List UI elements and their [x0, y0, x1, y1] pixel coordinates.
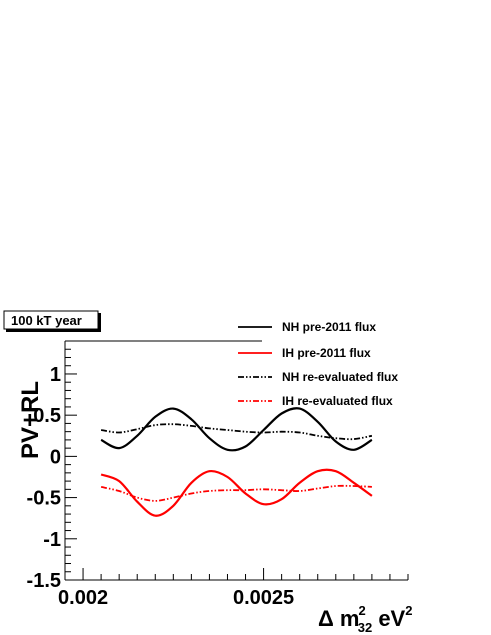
y-tick-label: 1	[50, 364, 61, 386]
series-ih-pre-2011	[100, 468, 373, 517]
exposure-badge-text: 100 kT year	[11, 313, 82, 328]
series-layer	[100, 407, 373, 517]
x-tick-label: 0.0025	[233, 587, 294, 609]
legend-label-ih-re: IH re-evaluated flux	[282, 394, 393, 408]
x-axis-title-sup2: 2	[405, 603, 412, 618]
y-tick-label: -1	[43, 529, 61, 551]
series-ih-re-evaluated	[100, 484, 372, 502]
legend: NH pre-2011 flux IH pre-2011 flux NH re-…	[238, 320, 398, 408]
axes: 1 0.5 0 -0.5 -1 -1.50.002 0.0025	[27, 340, 409, 609]
legend-label-nh-pre: NH pre-2011 flux	[282, 320, 376, 334]
x-axis-title-prefix: Δ m	[318, 606, 360, 631]
x-axis-title-sub: 32	[358, 620, 372, 635]
x-axis-title: Δ m2 32 eV2	[318, 603, 412, 635]
y-tick-label: -0.5	[27, 488, 61, 510]
exposure-badge: 100 kT year	[3, 310, 101, 332]
y-tick-label: 0	[50, 446, 61, 468]
x-tick-label: 0.002	[58, 587, 108, 609]
series-nh-re-evaluated	[100, 423, 373, 441]
exposure-badge-shadow-bottom	[6, 329, 101, 332]
exposure-badge-shadow-right	[98, 313, 101, 331]
legend-label-ih-pre: IH pre-2011 flux	[282, 346, 371, 360]
x-axis-title-sup: 2	[359, 603, 366, 618]
series-nh-pre-2011	[100, 407, 373, 452]
y-tick-label: -1.5	[27, 570, 61, 592]
y-axis-title: PV+RL	[17, 381, 44, 459]
y-tick-label: 0.5	[33, 405, 61, 427]
x-axis-title-suffix: eV	[372, 606, 405, 631]
legend-label-nh-re: NH re-evaluated flux	[282, 370, 398, 384]
